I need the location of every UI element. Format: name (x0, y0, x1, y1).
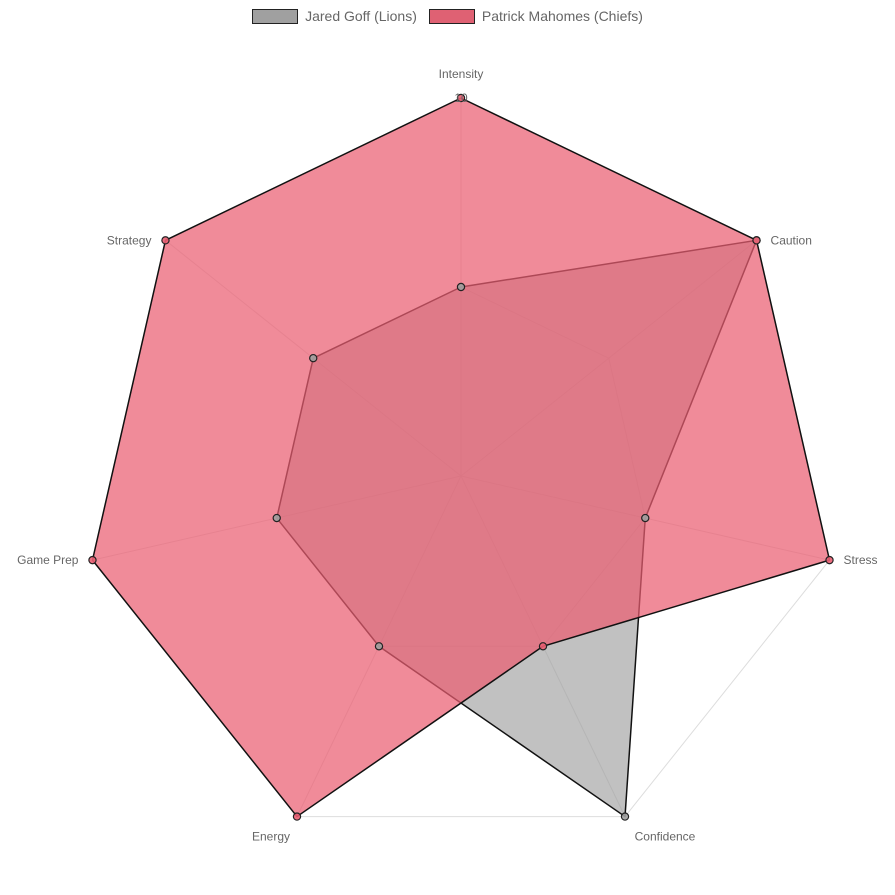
series-2-point-game-prep (88, 555, 97, 565)
axis-label-stress: Stress (844, 553, 878, 567)
axis-label-strategy: Strategy (107, 233, 152, 247)
legend-label-series-1: Jared Goff (Lions) (305, 8, 417, 24)
chart-legend: Jared Goff (Lions) Patrick Mahomes (Chie… (0, 8, 895, 24)
series-1-point-strategy (309, 353, 318, 363)
legend-item-series-2[interactable]: Patrick Mahomes (Chiefs) (428, 8, 643, 24)
axis-label-energy: Energy (252, 830, 290, 844)
legend-swatch-series-2 (428, 8, 475, 24)
axis-label-confidence: Confidence (635, 830, 696, 844)
series-2-point-energy (292, 812, 302, 821)
axis-label-game-prep: Game Prep (17, 553, 79, 567)
series-2-area (91, 97, 831, 818)
series-2-point-strategy (161, 236, 170, 245)
legend-label-series-2: Patrick Mahomes (Chiefs) (481, 8, 643, 24)
series-2 (91, 97, 831, 818)
tick-label-10: 10 (454, 91, 468, 105)
series-2-point-intensity (456, 93, 466, 103)
series-1-point-game-prep (272, 513, 281, 523)
series-2-point-caution (752, 236, 761, 245)
axis-label-intensity: Intensity (439, 67, 484, 81)
series-2-point-confidence (538, 642, 548, 651)
series-1-point-intensity (456, 282, 466, 292)
legend-swatch-series-1 (252, 8, 299, 24)
axis-label-caution: Caution (771, 233, 812, 247)
series-1-point-energy (374, 642, 384, 651)
series-2-point-stress (825, 555, 834, 565)
series-1-point-stress (641, 513, 650, 523)
series-1-point-confidence (620, 812, 630, 821)
legend-item-series-1[interactable]: Jared Goff (Lions) (252, 8, 417, 24)
